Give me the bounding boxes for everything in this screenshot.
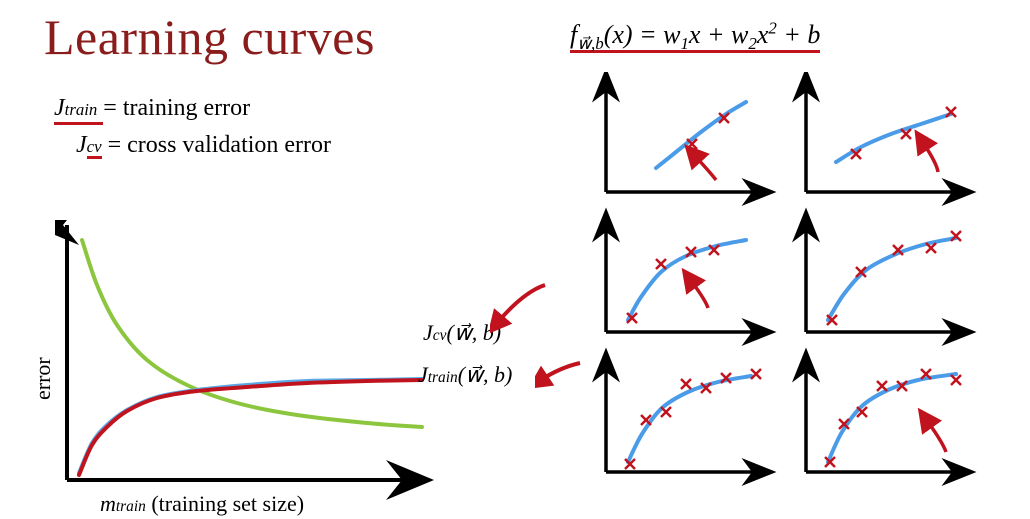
mini-plots-grid: [590, 72, 1010, 512]
def-j-train-text: = training error: [103, 95, 250, 121]
learning-curve-chart: [55, 220, 435, 500]
page-title: Learning curves: [44, 8, 375, 66]
def-j-train: Jtrain = training error: [54, 95, 250, 122]
model-formula: fw⃗,b(x) = w1x + w2x2 + b: [570, 18, 820, 54]
def-j-cv: Jcv = cross validation error: [76, 132, 331, 159]
annotation-arrow-train: [535, 358, 590, 393]
def-j-cv-text: = cross validation error: [108, 132, 331, 158]
train-curve-label: Jtrain(w⃗, b): [418, 362, 512, 388]
y-axis-label: error: [30, 357, 56, 400]
annotation-arrow-cv: [490, 282, 560, 337]
x-axis-label: mtrain (training set size): [100, 491, 304, 517]
